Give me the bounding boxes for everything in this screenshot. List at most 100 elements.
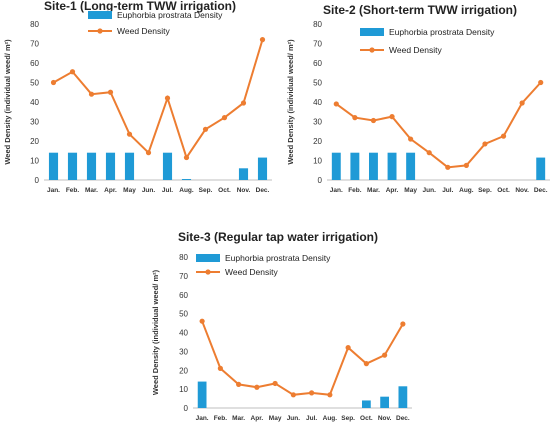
y-tick-label: 40 (30, 98, 39, 107)
x-tick-label: Dec. (256, 187, 270, 194)
legend-label-weed-density: Weed Density (225, 267, 279, 277)
y-tick-label: 0 (35, 176, 40, 185)
x-tick-label: May (269, 415, 282, 422)
x-tick-label: Jul. (442, 187, 453, 194)
y-tick-label: 70 (179, 272, 188, 281)
legend-swatch-bar (88, 11, 112, 19)
x-tick-label: Apr. (104, 187, 117, 194)
legend: Euphorbia prostrata Density Weed Density (88, 10, 223, 36)
line-weed-density (335, 81, 542, 169)
point-weed-density (500, 133, 507, 139)
x-tick-label: Oct. (218, 187, 231, 194)
legend-label-weed-density: Weed Density (389, 45, 443, 55)
legend-swatch-marker (369, 47, 375, 53)
y-tick-label: 70 (313, 40, 322, 49)
y-axis-label: Weed Density (individual weed/ m²) (151, 269, 160, 395)
point-weed-density (309, 390, 315, 396)
legend-swatch-marker (205, 269, 211, 275)
point-weed-density (463, 162, 469, 168)
legend-swatch-marker (97, 28, 103, 34)
point-weed-density (363, 361, 369, 367)
point-weed-density (408, 136, 414, 142)
point-weed-density (202, 126, 209, 132)
x-tick-label: May (404, 187, 417, 194)
bar-euphorbia (48, 152, 59, 180)
point-weed-density (333, 101, 339, 107)
bar-euphorbia (361, 400, 371, 408)
bar-euphorbia (105, 152, 116, 180)
y-tick-label: 70 (30, 40, 39, 49)
y-tick-label: 80 (30, 20, 39, 29)
bar-euphorbia (238, 168, 249, 180)
bar-euphorbia (86, 152, 97, 180)
x-tick-label: Jul. (162, 187, 173, 194)
y-tick-label: 50 (179, 310, 188, 319)
x-tick-label: Feb. (214, 415, 228, 422)
y-tick-label: 30 (179, 347, 188, 356)
bar-euphorbia (162, 152, 173, 180)
x-tick-label: Dec. (534, 187, 548, 194)
point-weed-density (519, 100, 525, 106)
legend-label-euphorbia: Euphorbia prostrata Density (117, 10, 223, 20)
y-tick-label: 40 (179, 329, 188, 338)
y-tick-label: 80 (179, 253, 188, 262)
point-weed-density (199, 318, 205, 324)
point-weed-density (445, 164, 451, 170)
point-weed-density (345, 345, 351, 351)
y-tick-label: 20 (30, 137, 39, 146)
x-tick-label: Mar. (367, 187, 380, 194)
x-tick-label: Feb. (66, 187, 80, 194)
point-weed-density (221, 115, 228, 121)
line-weed-density (201, 320, 404, 396)
legend: Euphorbia prostrata Density Weed Density (360, 27, 495, 55)
y-tick-label: 50 (313, 79, 322, 88)
point-weed-density (145, 150, 152, 156)
x-tick-label: Aug. (179, 187, 194, 194)
y-tick-label: 20 (313, 137, 322, 146)
bar-euphorbia (67, 152, 78, 180)
legend-label-euphorbia: Euphorbia prostrata Density (225, 253, 331, 263)
x-tick-label: Oct. (360, 415, 373, 422)
bar-euphorbia (181, 179, 192, 180)
x-tick-label: Jan. (47, 187, 60, 194)
point-weed-density (50, 79, 57, 86)
y-tick-label: 10 (30, 157, 39, 166)
bar-euphorbia (124, 152, 135, 180)
point-weed-density (327, 392, 333, 398)
panel-site-1: Site-1 (Long-term TWW irrigation) Weed De… (3, 0, 272, 194)
bar-euphorbia (398, 386, 408, 408)
point-weed-density (88, 91, 95, 97)
y-tick-label: 10 (313, 157, 322, 166)
point-weed-density (240, 100, 247, 106)
x-tick-label: Jun. (287, 415, 301, 422)
point-weed-density (382, 352, 388, 358)
y-tick-label: 60 (313, 59, 322, 68)
x-tick-label: Feb. (348, 187, 362, 194)
bar-euphorbia (331, 152, 341, 180)
x-tick-label: Mar. (85, 187, 98, 194)
x-tick-label: May (123, 187, 136, 194)
x-tick-label: Jul. (306, 415, 317, 422)
chart-title: Site-1 (Long-term TWW irrigation) (44, 0, 236, 13)
y-tick-label: 30 (313, 118, 322, 127)
chart-title: Site-3 (Regular tap water irrigation) (178, 230, 378, 244)
x-tick-label: Jan. (196, 415, 209, 422)
y-tick-label: 30 (30, 118, 39, 127)
panel-site-2: Site-2 (Short-term TWW irrigation) Weed D… (286, 3, 550, 194)
line-weed-density (53, 39, 264, 160)
legend-swatch-bar (360, 28, 384, 36)
x-tick-label: Sep. (478, 187, 492, 194)
point-weed-density (259, 37, 266, 43)
point-weed-density (107, 89, 114, 95)
x-tick-label: Jun. (142, 187, 156, 194)
legend-swatch-bar (196, 254, 220, 262)
point-weed-density (254, 384, 260, 390)
x-tick-label: Nov. (378, 415, 392, 422)
bar-euphorbia (350, 152, 360, 180)
x-tick-label: Nov. (237, 187, 251, 194)
bar-euphorbia (536, 157, 546, 180)
bar-euphorbia (387, 152, 397, 180)
point-weed-density (236, 381, 242, 388)
point-weed-density (352, 115, 358, 121)
x-tick-label: Jan. (330, 187, 343, 194)
